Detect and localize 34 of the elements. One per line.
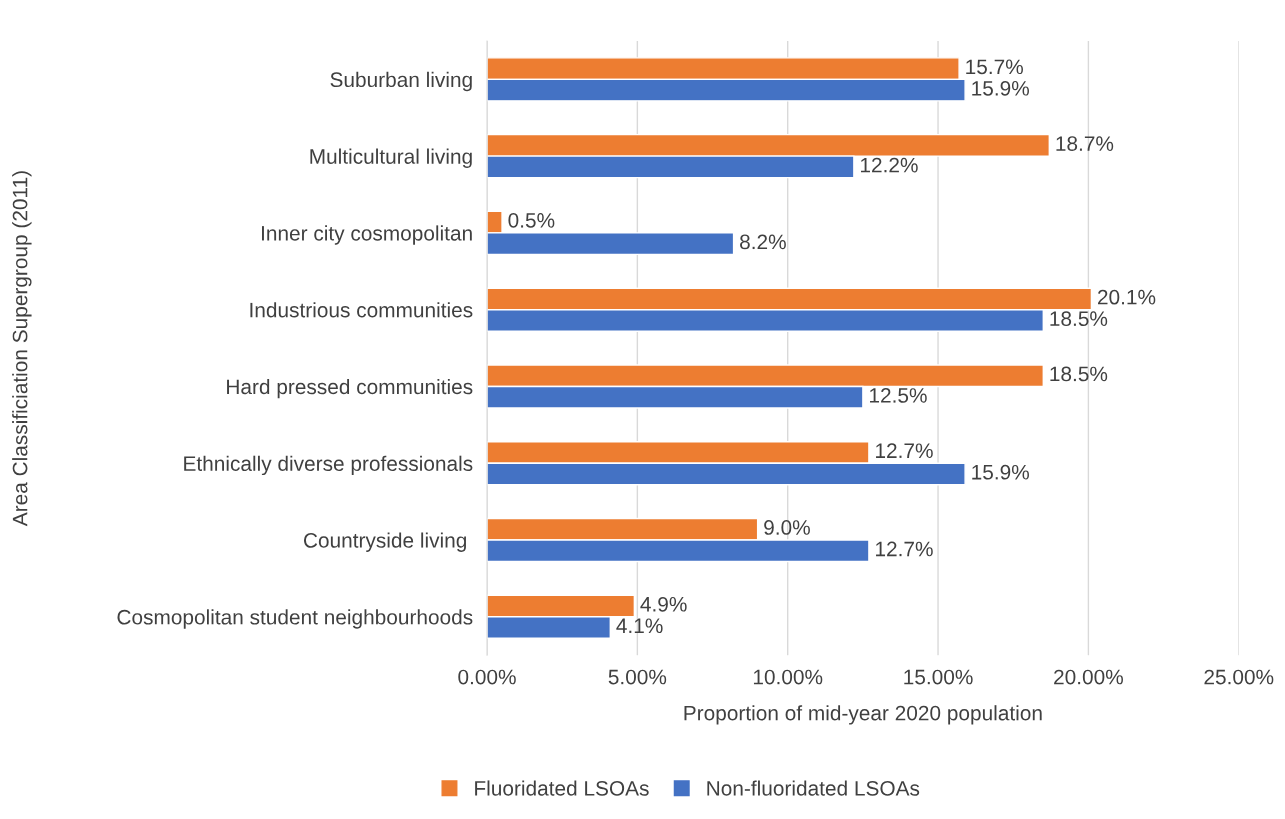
data-label: 9.0% — [764, 520, 810, 535]
data-label: 20.1% — [1098, 289, 1156, 305]
data-label: 12.2% — [861, 157, 918, 173]
legend-label: Non-fluoridated LSOAs — [707, 780, 920, 796]
data-label: 12.5% — [870, 388, 927, 403]
y-tick-label: Hard pressed communities — [227, 378, 473, 399]
data-label: 12.7% — [876, 443, 933, 459]
y-tick-label: Multicultural living — [310, 148, 472, 168]
y-tick-label: Suburban living — [330, 71, 472, 92]
y-tick-label: Cosmopolitan student neighbourhoods — [117, 609, 473, 629]
x-axis-title: Proportion of mid-year 2020 population — [684, 705, 1042, 725]
x-tick-label: 0.00% — [458, 669, 516, 685]
data-label: 4.9% — [640, 596, 687, 612]
x-tick-label: 5.00% — [608, 669, 667, 685]
data-label: 12.7% — [876, 541, 933, 557]
x-tick-label: 15.00% — [904, 669, 973, 685]
data-label: 18.5% — [1050, 366, 1108, 382]
data-label: 15.9% — [972, 464, 1029, 480]
data-label: 15.9% — [972, 80, 1029, 96]
data-label: 18.7% — [1056, 136, 1114, 151]
x-tick-label: 20.00% — [1054, 669, 1123, 685]
data-label: 8.2% — [740, 234, 786, 250]
x-tick-label: 25.00% — [1204, 669, 1274, 685]
x-tick-label: 10.00% — [753, 669, 823, 685]
y-tick-label: Countryside living — [303, 532, 466, 552]
y-tick-label: Ethnically diverse professionals — [184, 455, 473, 476]
y-tick-label: Inner city cosmopolitan — [262, 225, 472, 245]
y-tick-label: Industrious communities — [250, 302, 473, 318]
data-label: 4.1% — [616, 618, 663, 634]
data-label: 0.5% — [508, 212, 555, 228]
data-label: 18.5% — [1050, 311, 1108, 327]
y-axis-title: Area Classificiation Supergroup (2011) — [12, 171, 32, 527]
legend-label: Fluoridated LSOAs — [475, 780, 649, 796]
data-label: 15.7% — [966, 59, 1023, 75]
